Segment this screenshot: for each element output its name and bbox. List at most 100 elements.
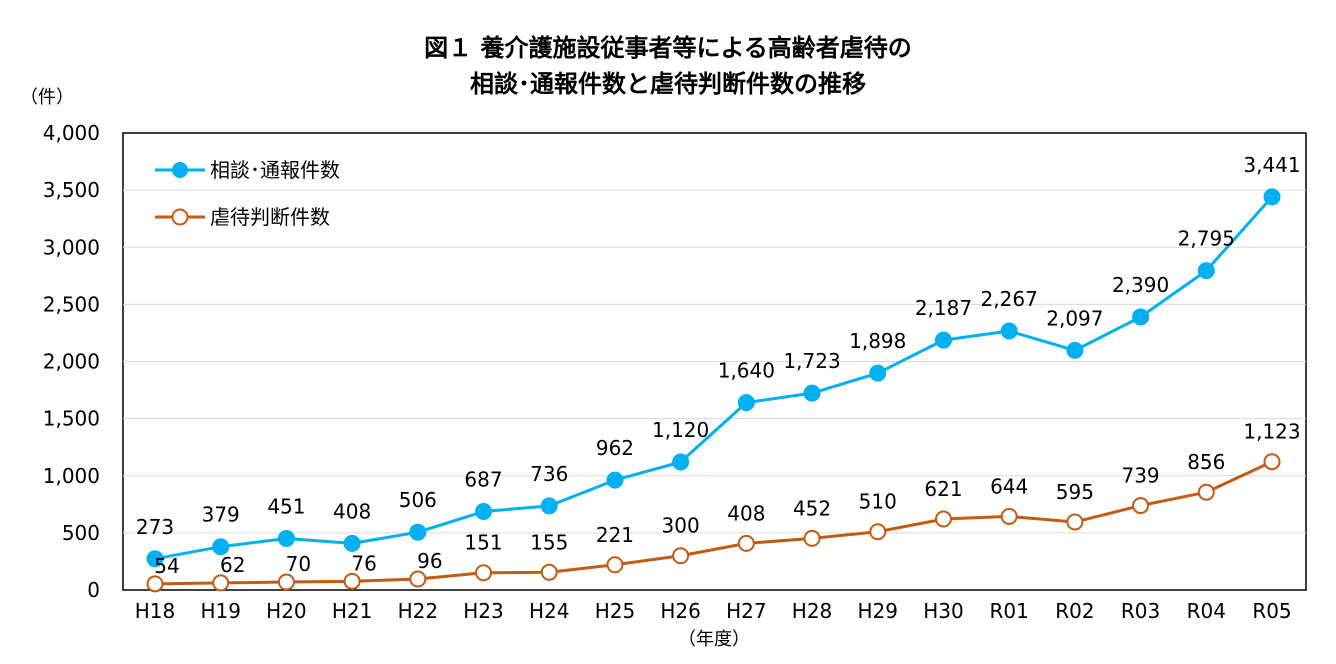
data-label: 1,898 (849, 329, 906, 353)
data-label: 408 (727, 501, 765, 525)
series-consultation-reports: 273 379 451 408 506 687 736 962 1,120 1,640 1,723 1… (136, 153, 1301, 568)
x-tick-label: H25 (595, 599, 636, 623)
data-point (540, 497, 558, 515)
data-point (1000, 322, 1018, 340)
y-tick-label: 3,500 (43, 178, 100, 202)
x-tick-label: H30 (923, 599, 964, 623)
x-tick-label: R05 (1252, 599, 1291, 623)
data-point (212, 538, 230, 556)
y-tick-label: 0 (87, 578, 100, 602)
data-point (1000, 507, 1018, 525)
series-group: 273 379 451 408 506 687 736 962 1,120 1,640 1,723 1… (136, 153, 1301, 593)
x-tick-label: H29 (858, 599, 899, 623)
y-tick-label: 500 (62, 521, 100, 545)
data-label: 962 (596, 436, 634, 460)
x-tick-label: R03 (1121, 599, 1160, 623)
x-tick-label: H20 (266, 599, 307, 623)
data-point (343, 534, 361, 552)
chart-title-line-2: 相談･通報件数と虐待判断件数の推移 (470, 70, 866, 98)
x-tick-label: H27 (726, 599, 767, 623)
x-tick-label: H19 (200, 599, 241, 623)
data-point (277, 529, 295, 547)
data-label: 2,097 (1046, 306, 1103, 330)
data-point (606, 471, 624, 489)
data-label: 300 (662, 514, 700, 538)
legend-label: 相談･通報件数 (210, 158, 340, 182)
data-label: 506 (399, 488, 437, 512)
y-tick-label: 2,500 (43, 292, 100, 316)
data-label: 856 (1187, 450, 1225, 474)
data-label: 155 (530, 530, 568, 554)
x-tick-label: H26 (660, 599, 701, 623)
x-axis-ticks: H18 H19 H20 H21 H22 H23 H24 H25 H26 H27 H28 H29 H30 R… (135, 599, 1292, 623)
x-tick-label: H22 (398, 599, 439, 623)
series-line (154, 460, 1273, 586)
y-axis-unit: （件） (20, 87, 74, 108)
data-label: 2,187 (915, 296, 972, 320)
data-label: 379 (202, 503, 240, 527)
y-axis-ticks: 0 500 1,000 1,500 2,000 2,500 3,000 3,500 4,000 (43, 121, 100, 602)
x-tick-label: R04 (1187, 599, 1226, 623)
x-tick-label: H18 (135, 599, 176, 623)
data-point (869, 523, 887, 541)
data-point (672, 547, 690, 565)
data-point (146, 575, 164, 593)
data-label: 2,390 (1112, 273, 1169, 297)
legend-label: 虐待判断件数 (210, 205, 330, 229)
data-point (475, 564, 493, 582)
data-label: 2,267 (981, 287, 1038, 311)
data-label: 54 (154, 554, 179, 578)
legend-item: 相談･通報件数 (155, 158, 340, 182)
data-label: 273 (136, 515, 174, 539)
data-point (343, 572, 361, 590)
data-label: 595 (1056, 480, 1094, 504)
data-label: 1,723 (783, 349, 840, 373)
data-point (212, 574, 230, 592)
data-label: 621 (924, 477, 962, 501)
data-label: 3,441 (1243, 153, 1300, 177)
data-point (1066, 513, 1084, 531)
x-axis-label: （年度） (678, 629, 750, 650)
data-label: 70 (286, 552, 311, 576)
data-point (934, 510, 952, 528)
data-point (1197, 262, 1215, 280)
legend-marker (171, 208, 189, 226)
x-tick-label: H24 (529, 599, 570, 623)
data-label: 510 (859, 490, 897, 514)
series-line (154, 195, 1274, 561)
chart-title-line-1: 図１ 養介護施設従事者等による高齢者虐待の (424, 34, 912, 62)
x-tick-label: R02 (1055, 599, 1094, 623)
data-point (1197, 483, 1215, 501)
legend-marker (172, 162, 188, 178)
data-label: 1,640 (718, 359, 775, 383)
data-point (409, 523, 427, 541)
data-label: 221 (596, 523, 634, 547)
y-tick-label: 3,000 (43, 235, 100, 259)
data-point (606, 556, 624, 574)
chart-title: 図１ 養介護施設従事者等による高齢者虐待の 相談･通報件数と虐待判断件数の推移 (0, 30, 1336, 102)
y-tick-label: 2,000 (43, 350, 100, 374)
data-label: 76 (351, 551, 376, 575)
data-point (934, 331, 952, 349)
data-label: 736 (530, 462, 568, 486)
data-label: 644 (990, 474, 1028, 498)
series-abuse-determinations: 54 62 70 76 96 151 155 221 300 408 452 510 621 644 595… (146, 420, 1301, 593)
x-tick-label: H23 (463, 599, 504, 623)
data-label: 408 (333, 499, 371, 523)
data-label: 96 (417, 549, 442, 573)
data-point (409, 570, 427, 588)
data-point (1263, 188, 1281, 206)
data-point (1132, 497, 1150, 515)
x-tick-label: H21 (332, 599, 373, 623)
data-point (737, 534, 755, 552)
x-tick-label: R01 (989, 599, 1028, 623)
data-label: 1,123 (1243, 420, 1300, 444)
y-tick-label: 1,000 (43, 464, 100, 488)
data-point (277, 573, 295, 591)
y-tick-label: 4,000 (43, 121, 100, 145)
data-point (869, 364, 887, 382)
data-point (1263, 453, 1281, 471)
data-point (1066, 341, 1084, 359)
data-label: 1,120 (652, 418, 709, 442)
